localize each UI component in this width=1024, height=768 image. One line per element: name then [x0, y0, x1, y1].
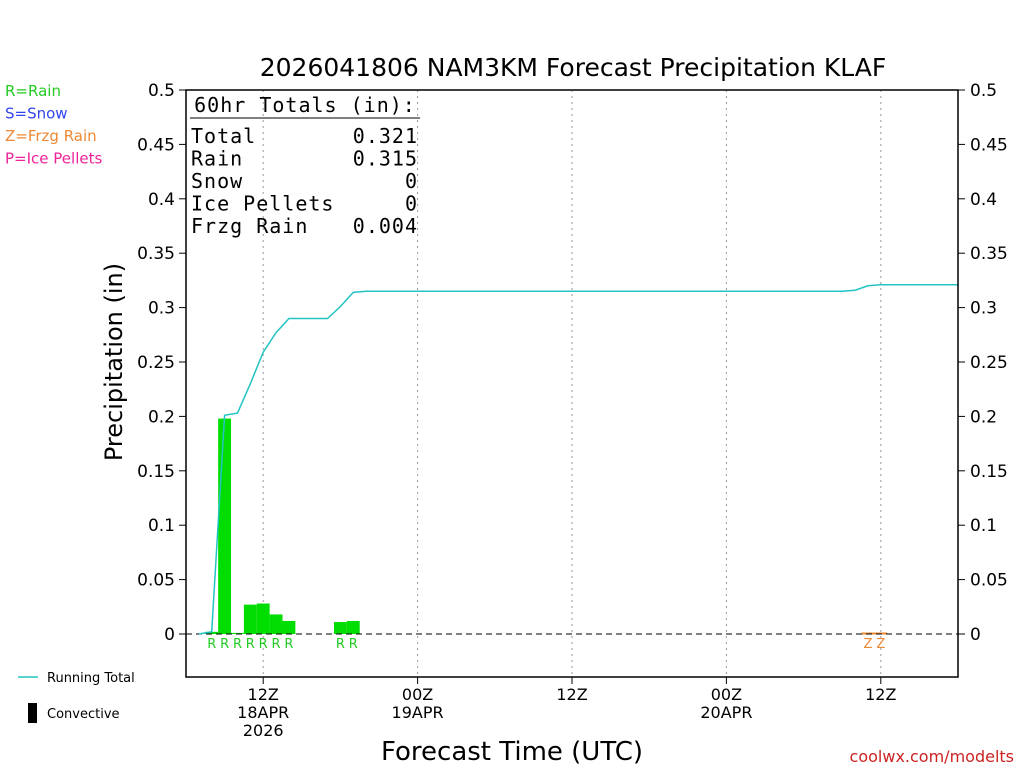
x-axis-label: Forecast Time (UTC)	[381, 737, 643, 767]
series-legend-item: Running Total	[47, 671, 135, 686]
totals-value: 0.004	[353, 214, 418, 238]
precip-bar	[346, 620, 360, 634]
totals-value: 0.315	[353, 147, 418, 171]
type-legend-item: Z=Frzg Rain	[5, 127, 97, 145]
y-tick-label-right: 0.15	[970, 462, 1008, 482]
precip-bar	[231, 632, 244, 634]
y-tick-label: 0.5	[148, 81, 175, 101]
x-tick-label: 00Z	[711, 685, 742, 704]
y-axis-left: 0 0.05 0.1 0.15 0.2 0.25 0.3 0.35 0.4 0.45 0.5	[137, 81, 186, 645]
y-axis-label: Precipitation (in)	[100, 263, 128, 461]
y-tick-label-right: 0.1	[970, 516, 997, 536]
precip-type-label: R	[259, 637, 268, 652]
y-tick-label: 0.35	[137, 244, 175, 264]
y-tick-label: 0.45	[137, 135, 175, 155]
precip-type-label: R	[233, 637, 242, 652]
x-tick-label: 12Z	[865, 685, 896, 704]
y-tick-label: 0.15	[137, 462, 175, 482]
y-tick-label-right: 0.25	[970, 353, 1008, 373]
totals-heading: 60hr Totals (in):	[194, 93, 416, 117]
y-tick-label: 0.4	[148, 190, 175, 210]
grid-lines	[262, 90, 882, 677]
precip-bar	[256, 603, 270, 634]
precip-bar	[333, 622, 347, 634]
totals-box: 60hr Totals (in): Total 0.321 Rain 0.315 Snow…	[190, 93, 420, 238]
precip-bar	[243, 604, 257, 634]
x-tick-label: 19APR	[392, 703, 444, 722]
precip-type-label: R	[207, 637, 216, 652]
running-total-series	[198, 284, 958, 635]
y-tick-label-right: 0.3	[970, 299, 997, 319]
precip-type-label: R	[246, 637, 255, 652]
credit-text: coolwx.com/modelts	[850, 747, 1014, 766]
precip-bar	[282, 620, 296, 634]
precip-type-label: R	[272, 637, 281, 652]
precip-bar	[218, 418, 232, 634]
precip-type-label: Z	[876, 637, 885, 652]
precip-bar	[269, 614, 283, 634]
totals-value: 0.321	[353, 124, 418, 148]
totals-value: 0	[405, 169, 418, 193]
type-legend-item: S=Snow	[5, 105, 68, 123]
x-tick-label: 00Z	[402, 685, 433, 704]
y-tick-label: 0.2	[148, 407, 175, 427]
y-tick-label-right: 0.4	[970, 190, 997, 210]
y-tick-label: 0.1	[148, 516, 175, 536]
y-tick-label: 0.05	[137, 571, 175, 591]
x-tick-label: 2026	[243, 721, 284, 740]
y-tick-label-right: 0.5	[970, 81, 997, 101]
y-tick-label: 0	[164, 625, 175, 645]
y-tick-label: 0.3	[148, 299, 175, 319]
precip-bars	[205, 418, 888, 635]
precip-type-label: R	[220, 637, 229, 652]
y-tick-label-right: 0.05	[970, 571, 1008, 591]
x-tick-label: 12Z	[248, 685, 279, 704]
x-tick-label: 18APR	[237, 703, 289, 722]
precip-type-label: R	[336, 637, 345, 652]
type-legend-item: P=Ice Pellets	[5, 150, 102, 168]
totals-label: Snow	[191, 169, 243, 193]
precip-type-label: Z	[863, 637, 872, 652]
x-tick-label: 12Z	[556, 685, 587, 704]
precip-type-label: R	[284, 637, 293, 652]
y-tick-label-right: 0.35	[970, 244, 1008, 264]
series-legend-item: Convective	[47, 707, 120, 722]
convective-swatch	[28, 703, 37, 723]
precip-type-legend: R=Rain S=Snow Z=Frzg Rain P=Ice Pellets	[5, 82, 102, 168]
precip-bar	[205, 631, 219, 634]
totals-label: Total	[191, 124, 256, 148]
chart-title: 2026041806 NAM3KM Forecast Precipitation…	[260, 53, 887, 82]
y-tick-label-right: 0.45	[970, 135, 1008, 155]
totals-label: Rain	[191, 147, 243, 171]
y-tick-label-right: 0.2	[970, 407, 997, 427]
y-tick-label: 0.25	[137, 353, 175, 373]
x-tick-label: 20APR	[700, 703, 752, 722]
totals-label: Frzg Rain	[191, 214, 308, 238]
y-tick-label-right: 0	[970, 625, 981, 645]
y-axis-right: 0 0.05 0.1 0.15 0.2 0.25 0.3 0.35 0.4 0.45 0.5	[958, 81, 1008, 645]
type-legend-item: R=Rain	[5, 82, 61, 100]
totals-label: Ice Pellets	[191, 192, 334, 216]
precip-type-label: R	[349, 637, 358, 652]
totals-value: 0	[405, 192, 418, 216]
series-legend: Running Total Convective	[18, 671, 135, 723]
running-total-line	[198, 284, 958, 635]
